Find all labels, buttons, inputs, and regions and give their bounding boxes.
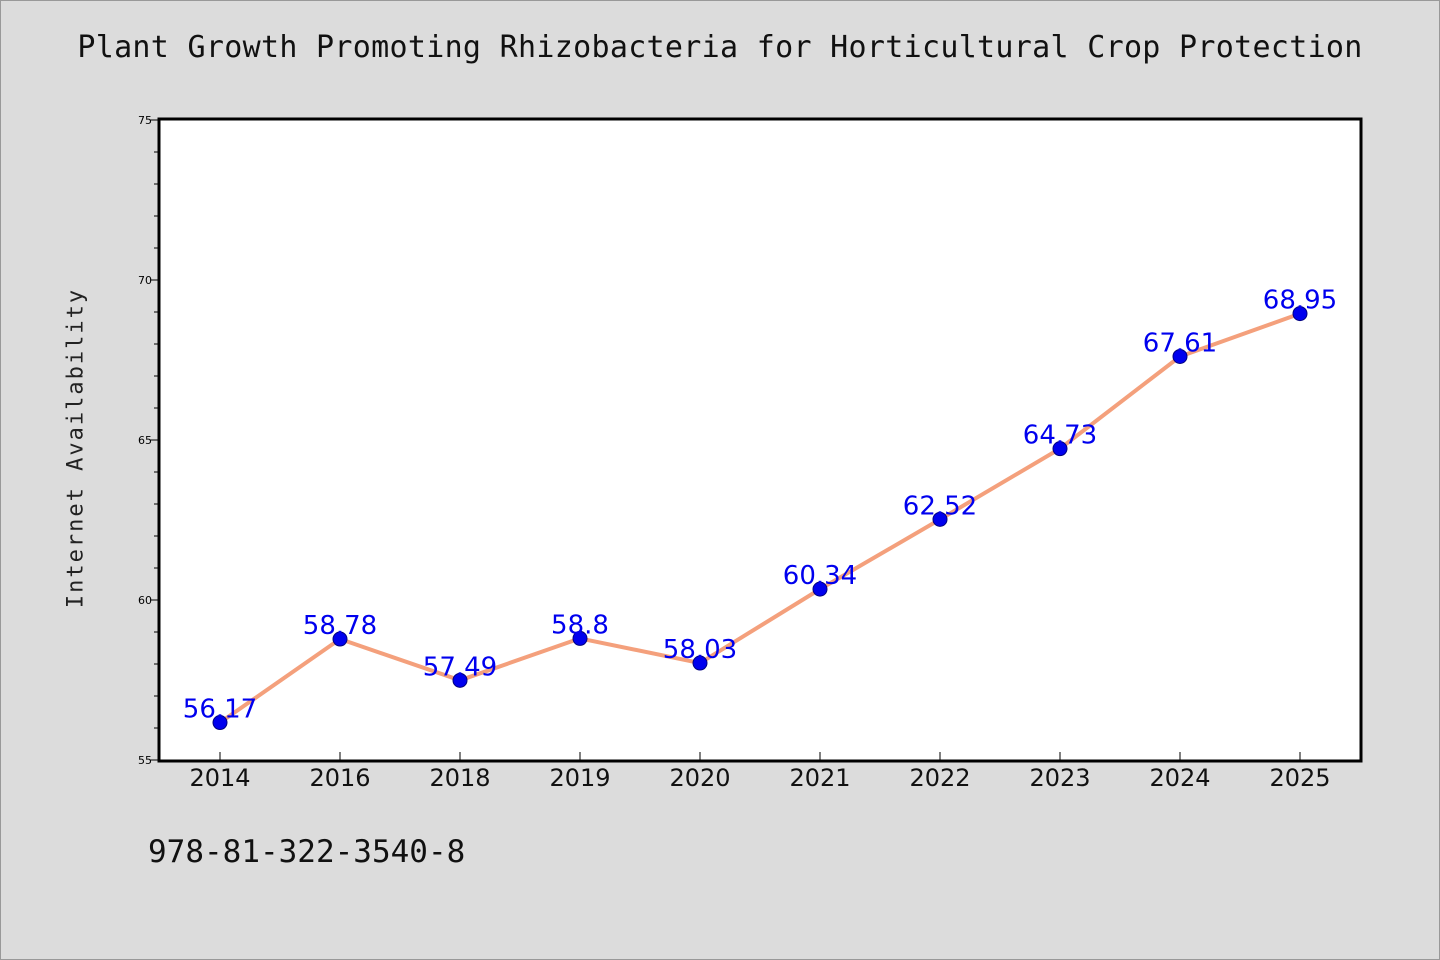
data-point-marker: [452, 672, 468, 688]
x-axis: 2014 2016 2018 2019 2020 2021 2022 2023 2024 2025: [189, 752, 1331, 792]
data-label: 60.34: [783, 561, 857, 591]
x-tick-label: 2025: [1269, 764, 1330, 792]
x-tick-label: 2018: [429, 764, 490, 792]
series-line: [218, 311, 1302, 725]
y-tick-label: 70: [138, 274, 152, 287]
data-point-marker: [572, 630, 588, 646]
data-label: 58.78: [303, 611, 377, 641]
x-tick-label: 2020: [669, 764, 730, 792]
isbn-text: 978-81-322-3540-8: [148, 834, 466, 870]
data-label: 57.49: [423, 652, 497, 682]
data-point-marker: [1052, 441, 1068, 457]
data-labels-group: 56.17 58.78 57.49 58.8 58.03 60.34 62.52 64.73 6…: [183, 286, 1337, 725]
x-tick-label: 2023: [1029, 764, 1090, 792]
data-label: 68.95: [1263, 286, 1337, 316]
y-tick-label: 65: [138, 434, 152, 447]
data-point-marker: [1292, 306, 1308, 322]
data-point-marker: [1172, 348, 1188, 364]
data-point-marker: [332, 631, 348, 647]
data-label: 56.17: [183, 695, 257, 725]
data-label: 62.52: [903, 491, 977, 521]
y-tick-label: 55: [138, 754, 152, 767]
data-label: 64.73: [1023, 421, 1097, 451]
data-label: 58.03: [663, 635, 737, 665]
x-tick-label: 2014: [189, 764, 250, 792]
y-tick-label: 60: [138, 594, 152, 607]
data-point-marker: [692, 655, 708, 671]
data-point-marker: [212, 715, 228, 731]
data-point-marker: [812, 581, 828, 597]
data-label: 58.8: [551, 610, 609, 640]
x-tick-label: 2022: [909, 764, 970, 792]
x-tick-label: 2021: [789, 764, 850, 792]
series-group: [218, 311, 1302, 725]
plot-area: [157, 117, 1363, 763]
x-tick-label: 2016: [309, 764, 370, 792]
y-tick-label: 75: [138, 114, 152, 127]
markers-group: [212, 306, 1308, 731]
x-tick-label: 2024: [1149, 764, 1210, 792]
data-label: 67.61: [1143, 328, 1217, 358]
x-tick-label: 2019: [549, 764, 610, 792]
chart-title: Plant Growth Promoting Rhizobacteria for…: [77, 30, 1363, 65]
data-point-marker: [932, 511, 948, 527]
y-axis: 55 60 65 70 75: [138, 114, 160, 767]
